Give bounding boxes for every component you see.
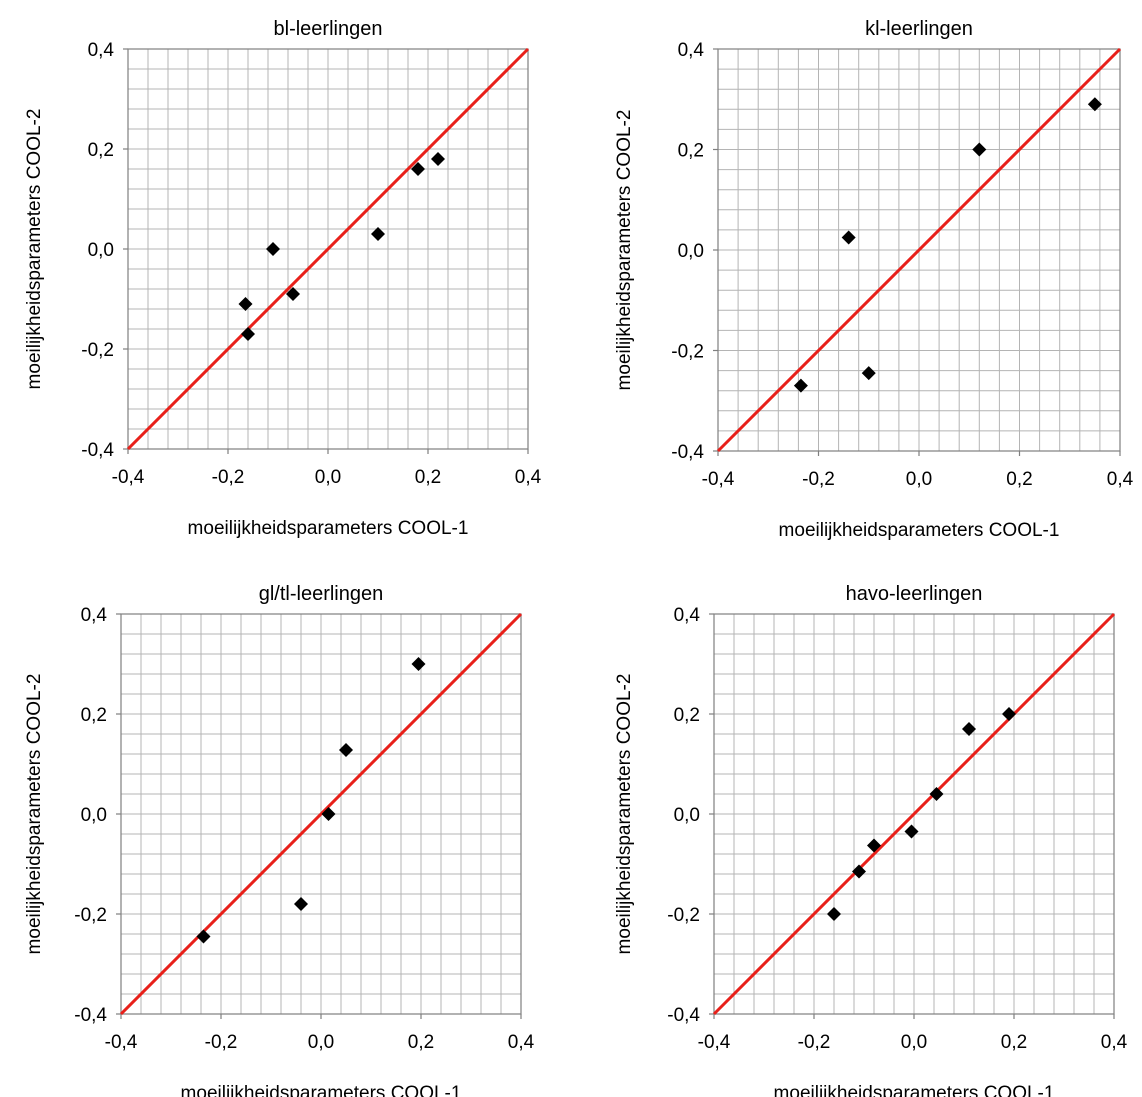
reference-line	[119, 612, 523, 1016]
data-point	[339, 743, 353, 757]
y-tick-label: -0,2	[81, 340, 114, 361]
x-tick-label: 0,4	[1107, 469, 1134, 490]
y-tick-label: -0,2	[667, 905, 700, 926]
y-tick-label: -0,2	[671, 342, 704, 363]
data-point	[411, 162, 425, 176]
y-tick-label: -0,4	[81, 440, 114, 461]
reference-line	[712, 612, 1116, 1016]
x-tick-label: 0,0	[901, 1032, 927, 1053]
y-axis-label: moeilijkheidsparameters COOL-2	[24, 674, 45, 955]
y-tick-label: 0,2	[81, 705, 107, 726]
data-point	[867, 838, 881, 853]
data-point	[1087, 97, 1102, 112]
data-point	[196, 929, 211, 944]
chart-panel-4: -0,4 -0,4 -0,2 -0,2 0,0 0,0 0,2 0,2 0,4 0,4 havo-l…	[614, 583, 1128, 1097]
chart-title: havo-leerlingen	[846, 583, 983, 605]
x-tick-label: -0,2	[798, 1032, 831, 1053]
y-tick-label: 0,4	[678, 40, 705, 61]
x-tick-label: -0,4	[698, 1032, 731, 1053]
x-axis-label: moeilijkheidsparameters COOL-1	[181, 1083, 462, 1097]
data-point	[371, 227, 385, 241]
x-axis-label: moeilijkheidsparameters COOL-1	[779, 520, 1060, 541]
x-tick-label: 0,2	[415, 467, 441, 488]
x-tick-label: -0,4	[702, 469, 735, 490]
x-tick-label: 0,4	[508, 1032, 535, 1053]
y-tick-label: 0,4	[88, 40, 115, 61]
y-tick-label: 0,0	[674, 805, 700, 826]
x-tick-label: 0,2	[1006, 469, 1032, 490]
x-axis-label: moeilijkheidsparameters COOL-1	[774, 1083, 1055, 1097]
data-point	[793, 378, 808, 393]
y-axis-label: moeilijkheidsparameters COOL-2	[24, 109, 45, 390]
data-point	[411, 657, 426, 671]
data-point	[827, 907, 841, 921]
y-tick-label: 0,4	[81, 605, 108, 626]
y-tick-label: 0,2	[88, 140, 114, 161]
y-tick-label: 0,2	[678, 141, 704, 162]
data-point	[972, 142, 987, 157]
data-point	[904, 824, 919, 839]
reference-line	[716, 47, 1122, 453]
chart-title: bl-leerlingen	[274, 18, 383, 40]
y-tick-label: -0,2	[74, 905, 107, 926]
y-tick-label: 0,0	[81, 805, 107, 826]
x-axis-label: moeilijkheidsparameters COOL-1	[188, 518, 469, 539]
data-point	[962, 722, 976, 736]
x-tick-label: 0,4	[1101, 1032, 1128, 1053]
y-axis-label: moeilijkheidsparameters COOL-2	[614, 674, 635, 955]
chart-panel-3: -0,4 -0,4 -0,2 -0,2 0,0 0,0 0,2 0,2 0,4 0,4 gl/tl-…	[24, 583, 535, 1097]
x-tick-label: 0,4	[515, 467, 542, 488]
y-tick-label: 0,2	[674, 705, 700, 726]
data-point	[294, 897, 308, 911]
x-tick-label: -0,2	[212, 467, 245, 488]
y-tick-label: -0,4	[667, 1005, 700, 1026]
data-point	[286, 287, 300, 301]
x-tick-label: 0,2	[408, 1032, 434, 1053]
x-tick-label: -0,2	[205, 1032, 238, 1053]
data-point	[321, 807, 336, 821]
chart-title: gl/tl-leerlingen	[259, 583, 384, 605]
data-point	[238, 297, 253, 311]
x-tick-label: 0,0	[906, 469, 932, 490]
x-tick-label: 0,0	[315, 467, 341, 488]
y-tick-label: -0,4	[671, 442, 704, 463]
chart-panel-2: -0,4 -0,4 -0,2 -0,2 0,0 0,0 0,2 0,2 0,4 0,4 kl-lee…	[614, 18, 1134, 541]
x-tick-label: 0,0	[308, 1032, 334, 1053]
y-tick-label: 0,0	[678, 241, 704, 262]
data-point	[861, 366, 876, 381]
y-tick-label: 0,0	[88, 240, 114, 261]
y-tick-label: 0,4	[674, 605, 701, 626]
data-point	[929, 787, 944, 801]
data-point	[431, 152, 445, 166]
x-tick-label: -0,2	[802, 469, 835, 490]
data-point	[1002, 707, 1016, 721]
reference-line	[126, 47, 530, 451]
x-tick-label: -0,4	[105, 1032, 138, 1053]
x-tick-label: 0,2	[1001, 1032, 1027, 1053]
y-tick-label: -0,4	[74, 1005, 107, 1026]
x-tick-label: -0,4	[112, 467, 145, 488]
data-point	[266, 242, 280, 256]
data-point	[241, 327, 255, 341]
data-point	[852, 864, 866, 879]
data-point	[841, 230, 856, 245]
chart-panel-1: -0,4 -0,4 -0,2 -0,2 0,0 0,0 0,2 0,2 0,4 0,4 bl-lee…	[24, 18, 542, 539]
y-axis-label: moeilijkheidsparameters COOL-2	[614, 110, 635, 391]
chart-title: kl-leerlingen	[865, 18, 973, 40]
